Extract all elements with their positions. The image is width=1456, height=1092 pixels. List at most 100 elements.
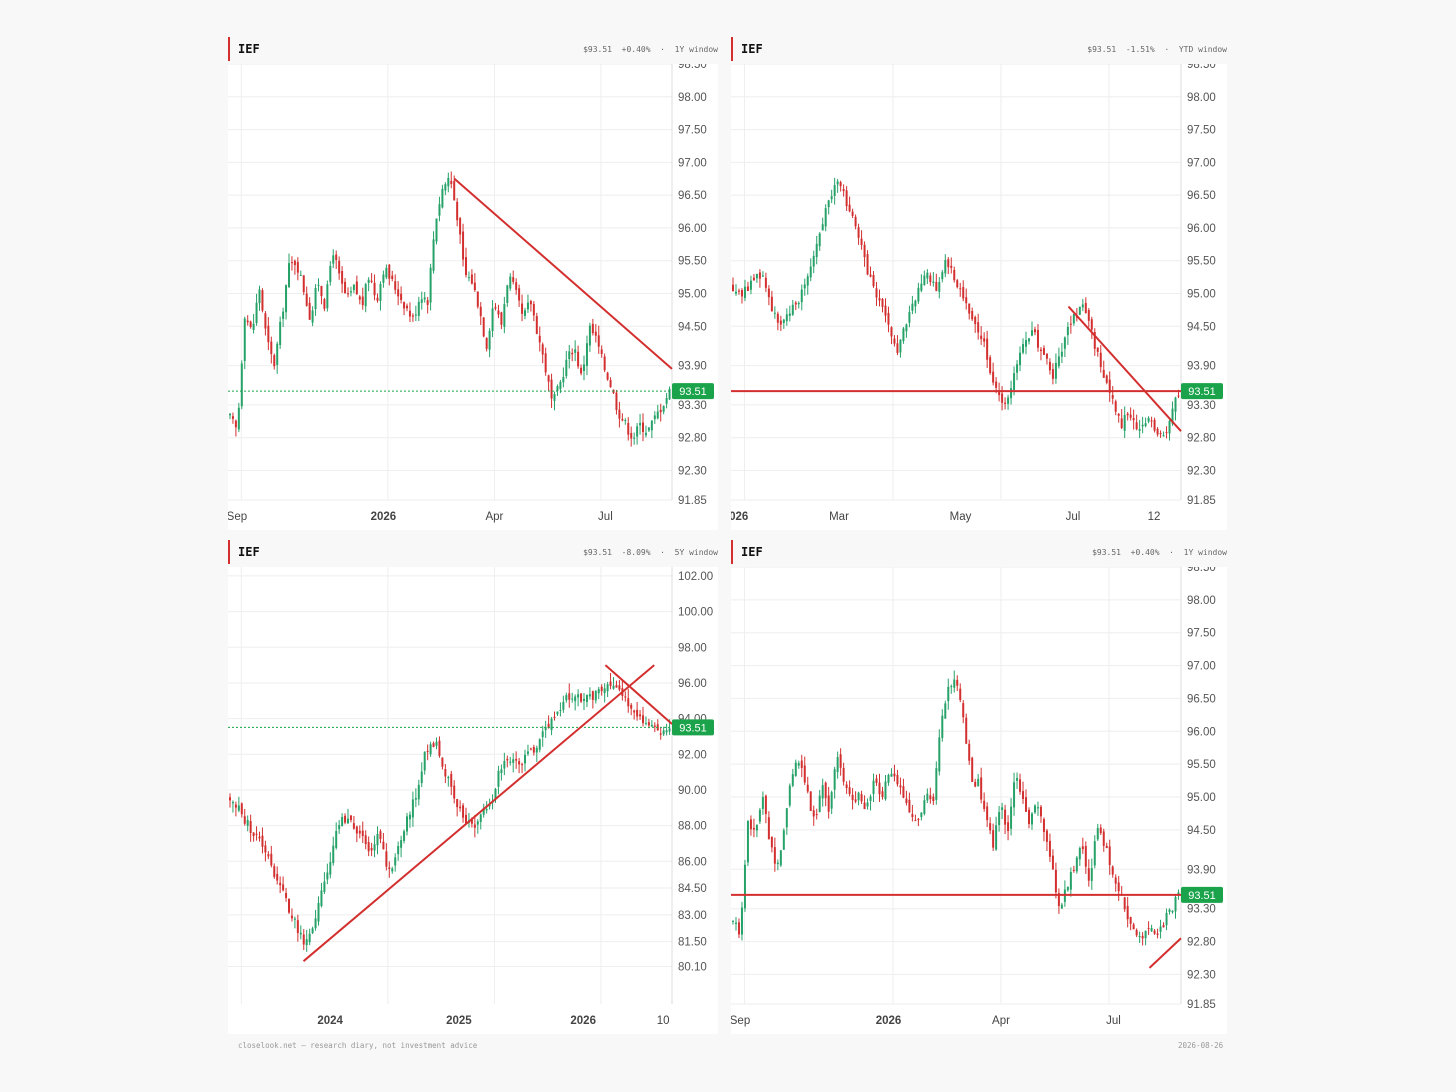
candle-body: [1001, 393, 1004, 403]
candle-body: [962, 703, 965, 718]
candle-body: [1138, 935, 1141, 938]
candle-body: [902, 786, 905, 798]
candle-body: [662, 730, 665, 735]
candle-body: [429, 267, 432, 303]
candle-body: [1048, 361, 1051, 371]
candle-body: [562, 377, 565, 383]
candle-body: [538, 739, 541, 750]
candle-body: [288, 898, 291, 913]
candle-body: [986, 806, 989, 821]
candle-body: [845, 190, 848, 207]
y-tick-label: 84.50: [678, 883, 707, 895]
candle-body: [950, 265, 953, 268]
candle-body: [355, 826, 358, 834]
candle-body: [417, 784, 420, 800]
candle-body: [417, 301, 420, 316]
candlestick-chart[interactable]: 102.00100.0098.0096.0094.0092.0090.0088.…: [228, 567, 718, 1034]
candle-body: [1078, 848, 1081, 860]
candle-body: [779, 320, 782, 325]
candle-body: [234, 420, 237, 428]
candle-body: [408, 310, 411, 317]
candle-body: [1051, 855, 1054, 870]
candle-body: [800, 760, 803, 768]
y-tick-label: 95.50: [1187, 759, 1216, 771]
candle-body: [770, 296, 773, 312]
candle-body: [376, 297, 379, 301]
x-tick-label: Mar: [829, 511, 849, 523]
candle-body: [243, 318, 246, 361]
candlestick-chart[interactable]: 98.50 98.00 97.50 97.00 96.50 96.00 95.50 95.00…: [731, 567, 1227, 1034]
candle-body: [447, 177, 450, 187]
candlestick-chart[interactable]: 98.50 98.00 97.50 97.00 96.50 96.00 95.50 95.00…: [731, 64, 1227, 530]
candle-body: [659, 733, 662, 735]
y-tick-label: 91.85: [1187, 999, 1216, 1011]
candle-body: [989, 357, 992, 374]
candle-body: [1057, 893, 1060, 906]
x-tick-label: Sep: [228, 511, 247, 523]
candle-body: [1147, 418, 1150, 422]
candle-body: [854, 216, 857, 227]
candle-body: [606, 372, 609, 380]
candle-body: [494, 307, 497, 309]
price-tag: [1181, 886, 1223, 903]
candle-body: [650, 420, 653, 431]
candle-body: [800, 289, 803, 303]
candle-body: [791, 774, 794, 786]
candle-body: [636, 426, 639, 437]
candle-body: [532, 304, 535, 316]
candle-body: [618, 685, 621, 690]
candle-body: [358, 296, 361, 300]
candle-body: [391, 275, 394, 280]
candle-body: [881, 791, 884, 797]
candle-body: [488, 330, 491, 350]
candle-body: [647, 427, 650, 431]
candle-body: [285, 285, 288, 313]
candle-body: [860, 238, 863, 245]
candle-body: [258, 289, 261, 304]
candle-body: [1039, 349, 1042, 352]
candle-body: [959, 288, 962, 290]
candle-body: [391, 868, 394, 872]
candle-body: [1060, 904, 1063, 909]
y-tick-label: 93.90: [1187, 361, 1216, 373]
y-tick-label: 97.00: [1187, 661, 1216, 673]
candle-body: [1066, 326, 1069, 336]
candle-body: [597, 335, 600, 347]
candle-body: [509, 276, 512, 289]
candle-body: [848, 204, 851, 212]
candle-body: [591, 691, 594, 700]
candle-body: [659, 409, 662, 413]
candle-body: [302, 934, 305, 945]
candle-body: [603, 688, 606, 694]
candle-body: [998, 390, 1001, 396]
y-tick-label: 93.30: [678, 400, 707, 412]
trendline: [302, 664, 655, 962]
candle-body: [1072, 869, 1075, 871]
candle-body: [1004, 402, 1007, 404]
candle-body: [636, 709, 639, 717]
change-label: -8.09%: [621, 548, 651, 557]
candle-body: [332, 255, 335, 264]
candle-body: [941, 715, 944, 738]
candle-body: [923, 275, 926, 286]
candle-body: [732, 284, 734, 292]
candle-body: [758, 809, 761, 822]
y-tick-label: 90.00: [678, 785, 707, 797]
trendline: [604, 664, 673, 725]
candle-body: [276, 873, 279, 881]
candle-body: [908, 799, 911, 813]
candle-body: [1025, 797, 1028, 812]
candle-body: [851, 211, 854, 216]
candle-body: [479, 814, 482, 822]
candle-body: [1087, 310, 1090, 321]
candle-body: [1177, 892, 1180, 895]
candle-body: [524, 310, 527, 316]
candle-body: [473, 282, 476, 291]
y-tick-label: 92.80: [1187, 937, 1216, 949]
candlestick-chart[interactable]: 98.50 98.00 97.50 97.00 96.50 96.00 95.50 95.00…: [228, 64, 718, 530]
candle-body: [574, 349, 577, 353]
candle-body: [423, 751, 426, 771]
candle-body: [411, 799, 414, 818]
candle-body: [556, 711, 559, 715]
candle-body: [615, 392, 618, 410]
